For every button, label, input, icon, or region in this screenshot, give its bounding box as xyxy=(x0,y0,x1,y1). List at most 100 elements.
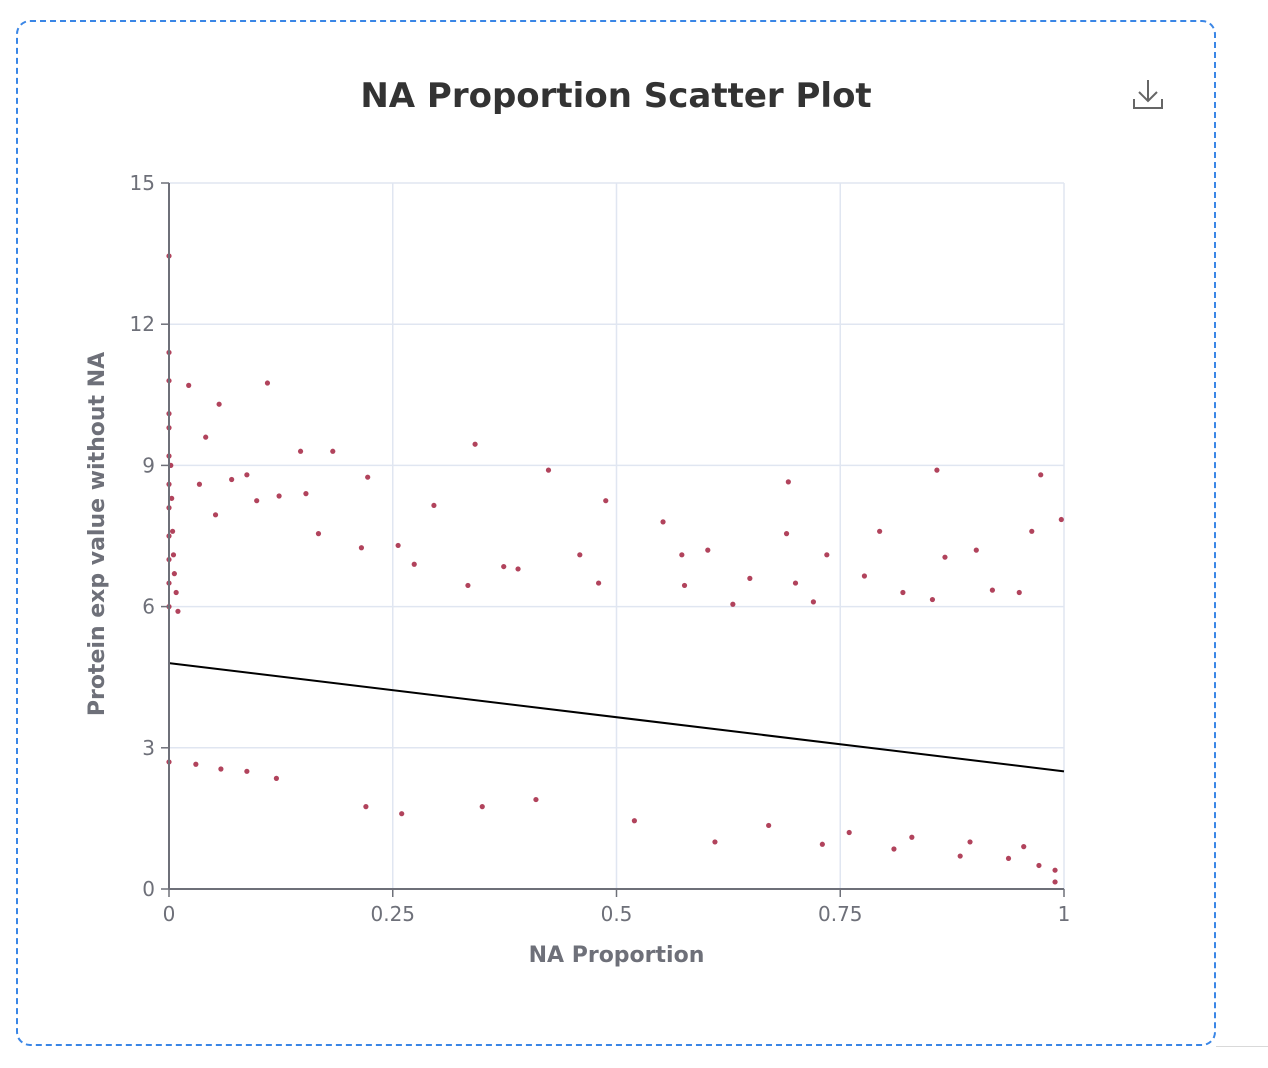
scatter-point xyxy=(909,834,915,840)
axes: 0 3 6 9 12 15 0 0.25 0.5 0.75 1 xyxy=(130,171,1071,926)
scatter-point xyxy=(957,853,963,859)
points xyxy=(166,253,1064,885)
scatter-point xyxy=(395,542,401,549)
scatter-point xyxy=(264,380,271,386)
scatter-point xyxy=(358,545,365,551)
scatter-point xyxy=(1021,844,1027,850)
scatter-point xyxy=(501,563,507,570)
scatter-point xyxy=(577,552,583,558)
scatter-point xyxy=(303,491,309,497)
scatter-point xyxy=(169,495,175,501)
download-icon xyxy=(1133,80,1163,109)
scatter-point xyxy=(203,434,209,440)
scatter-point xyxy=(212,512,219,518)
y-tick-label: 9 xyxy=(142,453,155,477)
trend-line xyxy=(168,662,1065,773)
scatter-point xyxy=(515,566,521,572)
scatter-point xyxy=(783,531,790,537)
scatter-point xyxy=(186,382,192,388)
scatter-point xyxy=(196,481,203,487)
scatter-point xyxy=(216,401,222,407)
scatter-point xyxy=(973,547,979,553)
scatter-point xyxy=(824,552,830,558)
scatter-point xyxy=(479,804,485,810)
scatter-point xyxy=(170,552,177,558)
scatter-point xyxy=(273,775,279,781)
scatter-point xyxy=(603,498,609,504)
scatter-point xyxy=(942,554,948,560)
scatter-point xyxy=(411,561,417,567)
scatter-point xyxy=(171,571,177,577)
x-tick-label: 0.25 xyxy=(370,902,415,926)
scatter-point xyxy=(1038,472,1044,478)
x-axis-title: NA Proportion xyxy=(529,943,705,968)
scatter-point xyxy=(1058,516,1064,523)
scatter-point xyxy=(596,580,602,586)
scatter-point xyxy=(169,528,176,534)
scatter-point xyxy=(631,818,638,824)
scatter-point xyxy=(399,811,405,817)
grid xyxy=(168,182,1065,890)
scatter-point xyxy=(785,479,791,485)
scatter-point xyxy=(1052,867,1058,873)
scatter-point xyxy=(747,575,753,581)
scatter-point xyxy=(846,829,852,836)
y-axis-title: Protein exp value without NA xyxy=(85,352,110,716)
scatter-point xyxy=(175,608,181,614)
scatter-point xyxy=(254,498,260,504)
scatter-point xyxy=(218,766,224,772)
x-tick-label: 0.5 xyxy=(601,902,633,926)
y-tick-label: 6 xyxy=(142,595,155,619)
scatter-point xyxy=(730,601,736,607)
scatter-point xyxy=(967,839,973,845)
scatter-point xyxy=(1005,855,1012,862)
scatter-point xyxy=(810,599,817,605)
scatter-point xyxy=(934,467,940,473)
scatter-point xyxy=(330,448,336,454)
scatter-point xyxy=(900,589,906,596)
scatter-point xyxy=(545,467,552,473)
scatter-point xyxy=(472,441,478,447)
scatter-point xyxy=(679,552,685,558)
scatter-point xyxy=(229,476,235,483)
y-tick-label: 12 xyxy=(130,312,155,336)
scatter-point xyxy=(660,519,666,525)
y-tick-label: 3 xyxy=(142,736,155,760)
scatter-point xyxy=(891,846,897,852)
scatter-point xyxy=(244,472,250,478)
scatter-point xyxy=(681,582,688,589)
scatter-point xyxy=(365,474,371,480)
download-button[interactable] xyxy=(1130,76,1166,112)
y-tick-label: 15 xyxy=(130,171,155,195)
scatter-point xyxy=(297,448,304,454)
scatter-point xyxy=(315,531,322,537)
scatter-point xyxy=(929,596,936,603)
scatter-point xyxy=(989,587,996,593)
x-tick-label: 1 xyxy=(1058,902,1071,926)
chart-title: NA Proportion Scatter Plot xyxy=(360,76,872,116)
scatter-point xyxy=(819,841,825,847)
x-tick-label: 0 xyxy=(163,902,176,926)
divider xyxy=(1216,1046,1268,1047)
scatter-point xyxy=(712,839,718,845)
scatter-point xyxy=(363,804,369,810)
scatter-point xyxy=(465,582,471,589)
scatter-point xyxy=(1036,862,1042,869)
scatter-point xyxy=(533,796,539,803)
scatter-point xyxy=(705,547,711,553)
scatter-point xyxy=(792,580,799,586)
scatter-point xyxy=(1052,879,1058,885)
y-tick-label: 0 xyxy=(142,877,155,901)
scatter-point xyxy=(276,493,282,499)
x-tick-label: 0.75 xyxy=(818,902,863,926)
scatter-point xyxy=(431,502,437,509)
scatter-point xyxy=(1016,589,1022,596)
scatter-point xyxy=(193,761,199,767)
scatter-point xyxy=(173,589,179,596)
scatter-point xyxy=(1029,528,1035,534)
scatter-point xyxy=(877,528,883,534)
scatter-point xyxy=(861,573,868,579)
scatter-point xyxy=(766,822,772,829)
scatter-point xyxy=(244,768,250,774)
